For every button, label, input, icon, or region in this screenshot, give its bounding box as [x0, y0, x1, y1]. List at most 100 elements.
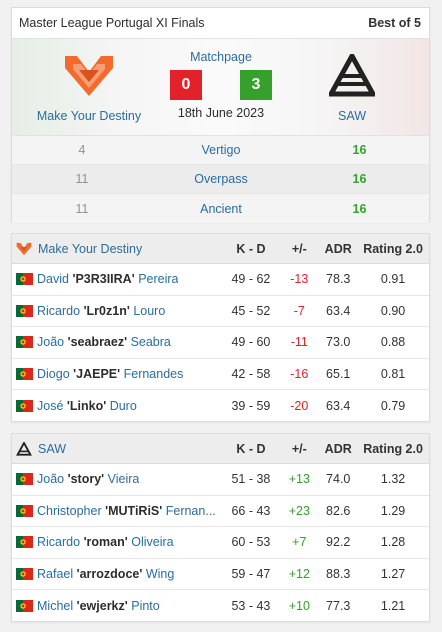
team2-mini-logo-icon — [16, 441, 35, 456]
player-rating: 0.88 — [380, 335, 406, 350]
player-last-name: Duro — [109, 399, 137, 414]
portugal-flag-icon — [16, 536, 33, 549]
player-plus-minus: -20 — [290, 399, 309, 414]
plus-minus-header: +/- — [291, 241, 307, 256]
player-last-name: Pereira — [138, 272, 179, 287]
player-plus-minus: -7 — [293, 303, 305, 318]
player-nickname: 'ewjerkz' — [76, 599, 128, 614]
player-plus-minus: +10 — [288, 599, 310, 614]
player-rating: 1.28 — [380, 535, 406, 550]
player-name-link[interactable]: Ricardo 'Lr0z1n' Louro — [37, 304, 165, 318]
map-row[interactable]: 11 Overpass 16 — [12, 165, 429, 194]
player-plus-minus: -13 — [290, 272, 309, 287]
player-row: João 'story' Vieira 51 - 38 +13 74.0 1.32 — [12, 464, 429, 496]
player-kd: 51 - 38 — [231, 472, 271, 487]
player-plus-minus: +7 — [292, 535, 307, 550]
map-name[interactable]: Vertigo — [201, 143, 241, 157]
player-kd: 59 - 47 — [231, 567, 271, 582]
player-cell: Diogo 'JAEPE' Fernandes — [12, 367, 223, 381]
portugal-flag-icon — [16, 400, 33, 413]
portugal-flag-icon — [16, 304, 33, 317]
player-adr: 78.3 — [326, 272, 351, 287]
player-rating: 1.27 — [380, 567, 406, 582]
player-name-link[interactable]: João 'seabraez' Seabra — [37, 335, 171, 349]
player-name-link[interactable]: David 'P3R3IIRA' Pereira — [37, 272, 178, 286]
player-first-name: Christopher — [37, 503, 102, 518]
player-adr: 63.4 — [326, 303, 351, 318]
map-team2-score: 16 — [352, 172, 367, 186]
player-name-link[interactable]: José 'Linko' Duro — [37, 399, 137, 413]
matchpage-link[interactable]: Matchpage — [190, 50, 252, 64]
player-kd: 39 - 59 — [231, 399, 271, 414]
match-format: Best of 5 — [368, 16, 421, 30]
team2-player-rows: João 'story' Vieira 51 - 38 +13 74.0 1.32 Chr… — [12, 464, 429, 622]
maps-list: 4 Vertigo 16 11 Overpass 16 11 Ancient 1… — [12, 136, 429, 223]
player-rating: 1.29 — [380, 503, 406, 518]
player-plus-minus: -11 — [290, 335, 308, 350]
player-first-name: Michel — [37, 599, 74, 614]
player-rating: 0.91 — [380, 272, 406, 287]
team1-logo-icon[interactable] — [62, 53, 116, 99]
player-row: João 'seabraez' Seabra 49 - 60 -11 73.0 0.88 — [12, 327, 429, 359]
plus-minus-header: +/- — [291, 441, 307, 456]
player-last-name: Oliveira — [131, 535, 174, 550]
player-name-link[interactable]: João 'story' Vieira — [37, 472, 139, 486]
map-team2-score: 16 — [352, 143, 367, 157]
player-cell: Ricardo 'roman' Oliveira — [12, 535, 223, 549]
match-card: Master League Portugal XI Finals Best of… — [11, 7, 430, 223]
player-kd: 42 - 58 — [231, 367, 271, 382]
player-first-name: João — [37, 472, 65, 487]
team2-logo-icon[interactable] — [325, 53, 379, 99]
player-nickname: 'JAEPE' — [73, 367, 121, 382]
player-name-link[interactable]: Michel 'ewjerkz' Pinto — [37, 599, 160, 613]
team2-block[interactable]: SAW — [287, 39, 417, 136]
map-name[interactable]: Ancient — [200, 201, 242, 216]
portugal-flag-icon — [16, 600, 33, 613]
player-row: Diogo 'JAEPE' Fernandes 42 - 58 -16 65.1 0.8… — [12, 359, 429, 391]
player-kd: 49 - 62 — [231, 272, 271, 287]
player-kd: 49 - 60 — [231, 335, 271, 350]
portugal-flag-icon — [16, 273, 33, 286]
map-team1-score: 4 — [78, 143, 86, 157]
team2-score: 3 — [240, 70, 272, 100]
team1-block[interactable]: Make Your Destiny — [24, 39, 154, 136]
map-name[interactable]: Overpass — [194, 172, 248, 186]
player-cell: Ricardo 'Lr0z1n' Louro — [12, 304, 223, 318]
team2-name[interactable]: SAW — [337, 109, 366, 123]
match-center: Matchpage 0 3 18th June 2023 — [152, 39, 290, 136]
player-name-link[interactable]: Rafael 'arrozdoce' Wing — [37, 567, 174, 581]
player-adr: 74.0 — [326, 472, 351, 487]
player-rating: 1.32 — [380, 472, 406, 487]
player-adr: 65.1 — [326, 367, 351, 382]
stats-team-header[interactable]: SAW — [12, 441, 223, 456]
player-cell: Rafael 'arrozdoce' Wing — [12, 567, 223, 581]
player-row: José 'Linko' Duro 39 - 59 -20 63.4 0.79 — [12, 390, 429, 422]
player-row: Rafael 'arrozdoce' Wing 59 - 47 +12 88.3 1.2… — [12, 559, 429, 591]
player-name-link[interactable]: Christopher 'MUTiRiS' Fernan... — [37, 504, 216, 518]
kd-header: K - D — [236, 441, 266, 456]
map-team1-score: 11 — [75, 172, 89, 186]
player-first-name: José — [37, 399, 64, 414]
player-plus-minus: +12 — [288, 567, 310, 582]
player-cell: Michel 'ewjerkz' Pinto — [12, 599, 223, 613]
stats-team-header[interactable]: Make Your Destiny — [12, 242, 223, 256]
player-nickname: 'P3R3IIRA' — [72, 272, 135, 287]
adr-header: ADR — [324, 441, 352, 456]
team1-name[interactable]: Make Your Destiny — [36, 109, 142, 123]
stats-header-row: SAW K - D +/- ADR Rating 2.0 — [12, 434, 429, 464]
map-row[interactable]: 4 Vertigo 16 — [12, 136, 429, 165]
player-cell: David 'P3R3IIRA' Pereira — [12, 272, 223, 286]
stats-team-name[interactable]: SAW — [38, 441, 67, 456]
player-row: David 'P3R3IIRA' Pereira 49 - 62 -13 78.3 0.… — [12, 264, 429, 296]
player-name-link[interactable]: Diogo 'JAEPE' Fernandes — [37, 367, 183, 381]
player-first-name: David — [37, 272, 69, 287]
map-row[interactable]: 11 Ancient 16 — [12, 194, 429, 223]
player-adr: 63.4 — [326, 399, 351, 414]
player-plus-minus: +13 — [288, 472, 310, 487]
stats-team-name[interactable]: Make Your Destiny — [38, 241, 143, 256]
event-name[interactable]: Master League Portugal XI Finals — [19, 16, 205, 30]
player-nickname: 'Linko' — [66, 399, 107, 414]
player-name-link[interactable]: Ricardo 'roman' Oliveira — [37, 535, 174, 549]
player-last-name: Vieira — [107, 472, 140, 487]
stats-header-row: Make Your Destiny K - D +/- ADR Rating 2… — [12, 234, 429, 264]
